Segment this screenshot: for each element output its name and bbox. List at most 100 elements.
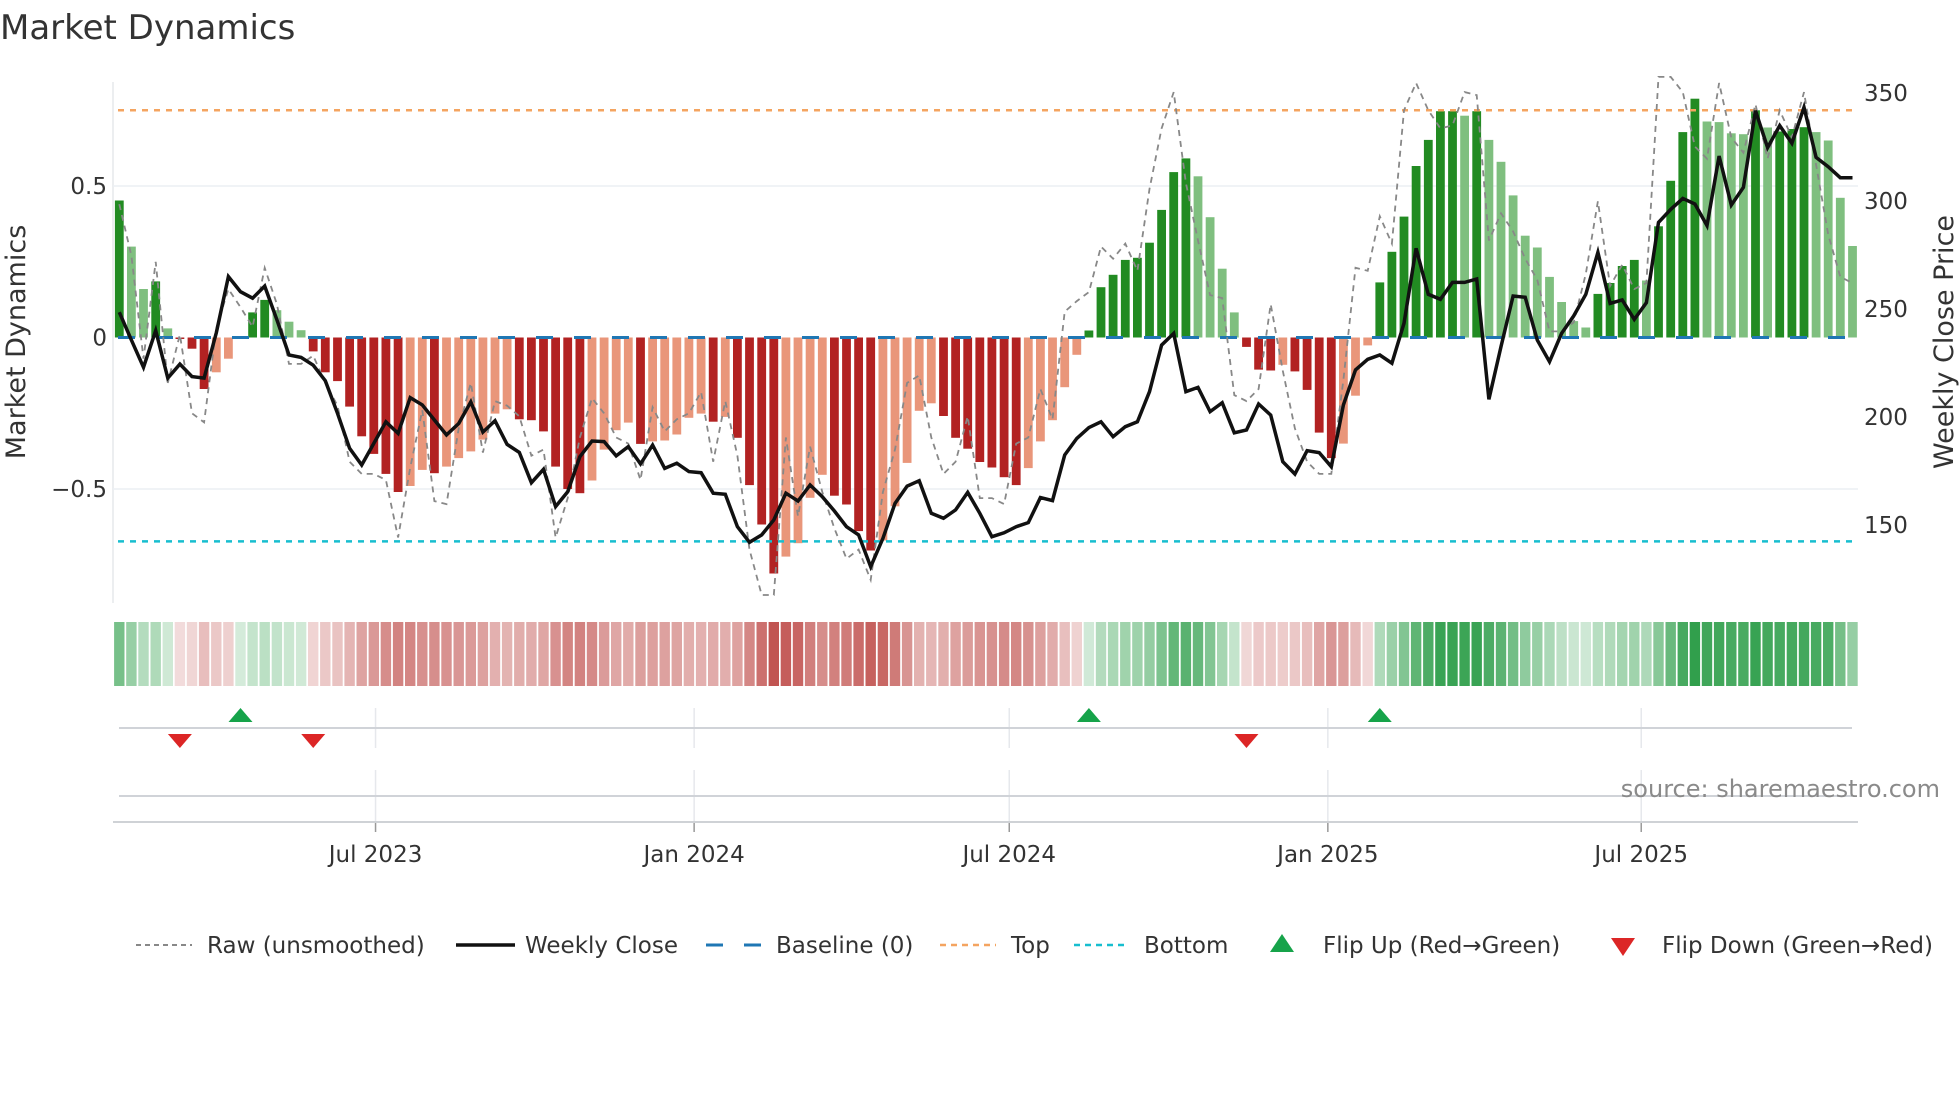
dynamics-bar xyxy=(1460,115,1469,338)
dynamics-bar xyxy=(1036,337,1045,442)
strip-cell xyxy=(332,622,343,686)
strip-cell xyxy=(247,622,258,686)
dynamics-bar xyxy=(539,337,548,432)
x-axis: Jul 2023 Jan 2024 Jul 2024 Jan 2025 Jul 2025 xyxy=(113,821,1858,868)
dynamics-bar xyxy=(1532,247,1542,338)
strip-cell xyxy=(368,622,379,686)
y2-tick-label: 200 xyxy=(1864,405,1908,431)
strip-cell xyxy=(1301,622,1313,686)
dynamics-bar xyxy=(611,337,621,431)
dynamics-bar xyxy=(1096,287,1106,338)
strip-cell xyxy=(1701,622,1713,686)
dynamics-bar xyxy=(442,337,451,467)
dynamics-bar xyxy=(1423,139,1433,338)
strip-cell xyxy=(732,622,743,686)
dynamics-bar xyxy=(1266,337,1276,371)
dynamics-bar xyxy=(1363,337,1373,346)
strip-cell xyxy=(1374,622,1385,686)
strip-cell xyxy=(671,622,682,686)
dynamics-bar xyxy=(769,337,779,574)
strip-cell xyxy=(986,622,998,686)
strip-cell xyxy=(489,622,501,686)
flip-down-marker xyxy=(167,734,192,748)
dynamics-bar xyxy=(1120,259,1130,338)
dynamics-bar xyxy=(1254,337,1263,370)
dynamics-bar xyxy=(1581,327,1591,338)
strip-cell xyxy=(877,622,889,686)
strip-cell xyxy=(611,622,622,686)
strip-cell xyxy=(514,622,525,686)
strip-cell xyxy=(1156,622,1167,686)
strip-cell xyxy=(914,622,925,686)
y-axis-label-right: Weekly Close Price xyxy=(1929,215,1960,469)
dynamics-bar xyxy=(648,337,657,442)
dynamics-bar xyxy=(308,337,318,352)
dynamics-bar xyxy=(830,337,839,496)
strip-cell xyxy=(1095,622,1107,686)
strip-cell xyxy=(235,622,246,686)
flip-up-marker xyxy=(1367,708,1392,722)
strip-cell xyxy=(1520,622,1531,686)
dynamics-bar xyxy=(1133,257,1142,338)
dynamics-bar xyxy=(1145,242,1154,338)
dynamics-bar xyxy=(139,289,148,338)
dynamics-bar xyxy=(720,337,730,417)
strip-cell xyxy=(1180,622,1192,686)
y-tick-label: 0.5 xyxy=(70,174,107,200)
strip-cell xyxy=(1229,622,1240,686)
dynamics-bar xyxy=(1229,312,1239,338)
dynamics-bar xyxy=(1726,133,1736,338)
legend-item-flip-down: Flip Down (Green→Red) xyxy=(1611,933,1933,959)
dynamics-bar xyxy=(1787,129,1797,338)
dynamics-bar xyxy=(1314,337,1324,433)
legend-flip-up-label: Flip Up (Red→Green) xyxy=(1323,933,1560,959)
dynamics-bar xyxy=(114,200,124,338)
y2-tick-label: 150 xyxy=(1864,513,1908,539)
strip-cell xyxy=(1774,622,1785,686)
strip-cell xyxy=(1071,622,1082,686)
dynamics-bar xyxy=(1751,110,1760,338)
strip-cell xyxy=(1556,622,1567,686)
dynamics-bar xyxy=(951,337,960,438)
dynamics-bar xyxy=(902,337,912,463)
strip-cell xyxy=(768,622,779,686)
dynamics-bar xyxy=(490,337,500,414)
dynamics-bar xyxy=(805,337,815,498)
strip-cell xyxy=(429,622,440,686)
dynamics-bar xyxy=(1835,197,1845,338)
dynamics-bar xyxy=(939,337,948,416)
dynamics-bar xyxy=(1557,302,1566,338)
dynamics-bar xyxy=(1205,217,1215,338)
dynamics-bar xyxy=(1399,216,1409,338)
dynamics-bar xyxy=(1326,337,1336,459)
dynamics-bar xyxy=(466,337,476,452)
dynamics-bar xyxy=(1108,274,1118,338)
strip-cell xyxy=(901,622,913,686)
flip-markers-panel xyxy=(119,708,1852,822)
dynamics-bar xyxy=(745,337,754,486)
dynamics-bar xyxy=(393,337,403,492)
strip-cell xyxy=(1726,622,1737,686)
dynamics-bar xyxy=(963,337,973,449)
dynamics-bar xyxy=(333,337,342,382)
dynamics-bar xyxy=(1678,132,1688,338)
strip-cell xyxy=(126,622,137,686)
dynamics-bar xyxy=(1508,195,1518,338)
flip-down-triangle-icon xyxy=(1611,938,1635,956)
strip-cell xyxy=(259,622,270,686)
strip-cell xyxy=(974,622,985,686)
strip-cell xyxy=(344,622,355,686)
strip-cell xyxy=(1689,622,1701,686)
dynamics-bar xyxy=(1217,268,1227,338)
dynamics-bar xyxy=(430,337,439,474)
dynamics-bar xyxy=(1375,282,1385,338)
dynamics-bar xyxy=(211,337,221,373)
strip-cell xyxy=(1120,622,1131,686)
strip-cell xyxy=(1277,622,1288,686)
strip-cell xyxy=(1410,622,1422,686)
dynamics-bar xyxy=(1060,337,1070,388)
dynamics-bar xyxy=(1048,337,1057,421)
raw-unsmoothed-line xyxy=(118,76,1853,596)
dynamics-bar xyxy=(1436,111,1445,338)
